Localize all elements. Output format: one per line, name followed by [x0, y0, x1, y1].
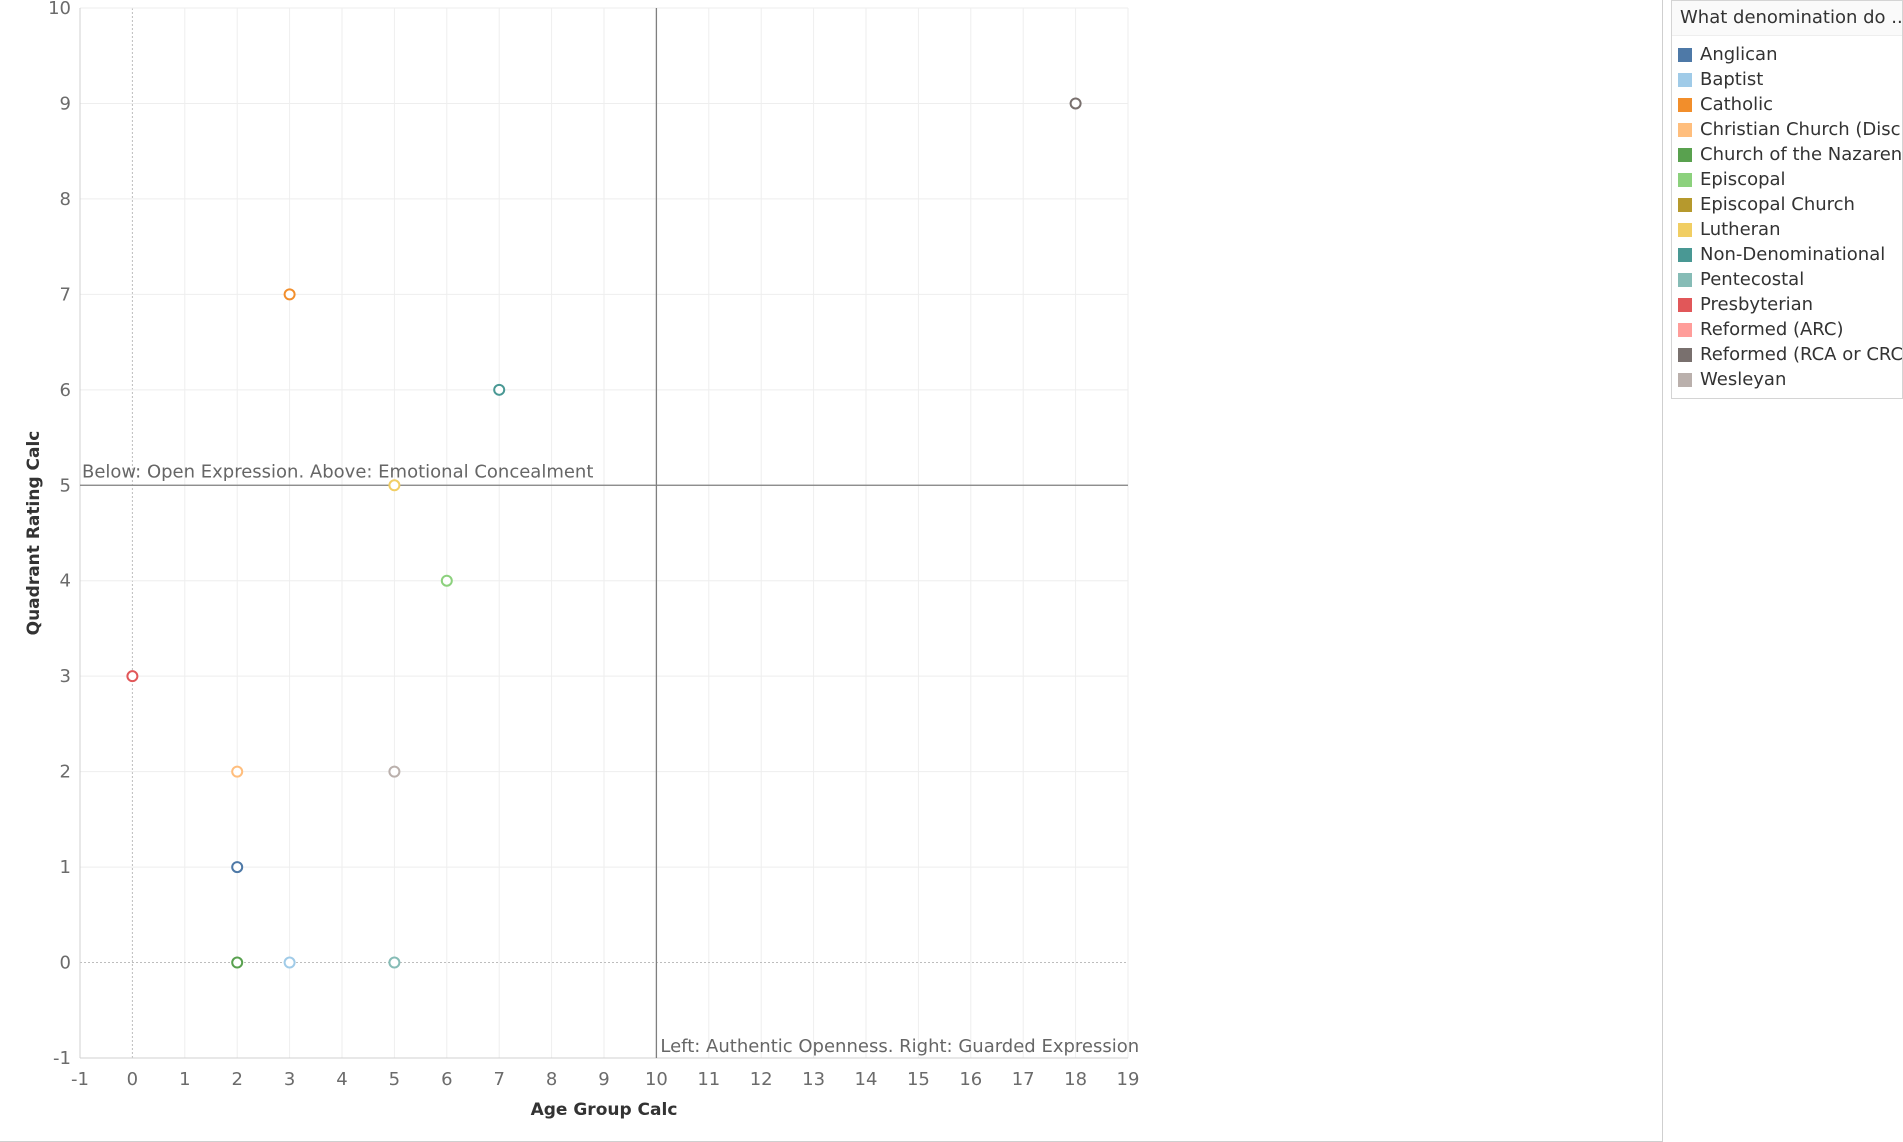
- x-tick-label: 12: [750, 1069, 773, 1090]
- y-tick-label: 7: [60, 284, 71, 305]
- legend-swatch: [1678, 297, 1692, 312]
- x-tick-label: 14: [855, 1069, 878, 1090]
- legend-swatch: [1678, 197, 1692, 212]
- legend-swatch: [1678, 122, 1692, 137]
- x-tick-label: 1: [179, 1069, 190, 1090]
- x-tick-label: 15: [907, 1069, 930, 1090]
- legend-item-label: Baptist: [1700, 69, 1764, 90]
- legend-item-label: Wesleyan: [1700, 369, 1787, 390]
- x-tick-label: 19: [1117, 1069, 1140, 1090]
- x-tick-label: 5: [389, 1069, 400, 1090]
- legend-item[interactable]: Anglican: [1672, 42, 1902, 67]
- y-tick-label: 8: [60, 189, 71, 210]
- color-legend[interactable]: What denomination do ... Anglican Baptist…: [1671, 0, 1903, 399]
- legend-item-label: Christian Church (Disc..: [1700, 119, 1902, 140]
- legend-swatch: [1678, 247, 1692, 262]
- y-tick-label: 9: [60, 93, 71, 114]
- data-point[interactable]: [388, 479, 401, 492]
- x-tick-label: 16: [959, 1069, 982, 1090]
- x-tick-label: 11: [697, 1069, 720, 1090]
- y-tick-label: 0: [60, 953, 71, 974]
- legend-swatch: [1678, 97, 1692, 112]
- x-tick-label: 17: [1012, 1069, 1035, 1090]
- legend-swatch: [1678, 72, 1692, 87]
- x-tick-label: 10: [645, 1069, 668, 1090]
- legend-item-label: Pentecostal: [1700, 269, 1805, 290]
- data-point[interactable]: [388, 956, 401, 969]
- x-tick-label: 18: [1064, 1069, 1087, 1090]
- legend-list: Anglican Baptist Catholic Christian Church …: [1672, 42, 1902, 392]
- x-tick-label: 8: [546, 1069, 557, 1090]
- y-tick-label: 3: [60, 666, 71, 687]
- x-tick-label: 0: [127, 1069, 138, 1090]
- data-point[interactable]: [283, 956, 296, 969]
- data-point[interactable]: [126, 670, 139, 683]
- legend-item-label: Presbyterian: [1700, 294, 1814, 315]
- legend-item[interactable]: Baptist: [1672, 67, 1902, 92]
- x-tick-label: 2: [231, 1069, 242, 1090]
- data-point[interactable]: [493, 383, 506, 396]
- reference-label-y: Below: Open Expression. Above: Emotional…: [82, 461, 593, 482]
- x-tick-label: 7: [493, 1069, 504, 1090]
- data-point[interactable]: [388, 765, 401, 778]
- legend-item[interactable]: Episcopal Church: [1672, 192, 1902, 217]
- y-tick-label: 2: [60, 762, 71, 783]
- legend-item[interactable]: Catholic: [1672, 92, 1902, 117]
- legend-item-label: Catholic: [1700, 94, 1773, 115]
- legend-item-label: Reformed (RCA or CRC): [1700, 344, 1902, 365]
- legend-swatch: [1678, 147, 1692, 162]
- y-tick-label: -1: [53, 1048, 71, 1069]
- legend-item-label: Lutheran: [1700, 219, 1781, 240]
- legend-swatch: [1678, 272, 1692, 287]
- legend-item[interactable]: Pentecostal: [1672, 267, 1902, 292]
- legend-item[interactable]: Christian Church (Disc..: [1672, 117, 1902, 142]
- legend-swatch: [1678, 347, 1692, 362]
- legend-swatch: [1678, 322, 1692, 337]
- scatter-chart: -1 0 1 2 3 4 5 6 7 8 9 10 11 12 13 14 15 16 17 18 19 -1 0 1 2 3 4 5…: [24, 0, 1140, 1120]
- view-border-right: [1662, 0, 1663, 1142]
- data-point[interactable]: [231, 861, 244, 874]
- legend-swatch: [1678, 372, 1692, 387]
- legend-swatch: [1678, 172, 1692, 187]
- x-tick-label: 6: [441, 1069, 452, 1090]
- legend-item[interactable]: Presbyterian: [1672, 292, 1902, 317]
- legend-item-label: Episcopal Church: [1700, 194, 1855, 215]
- data-point[interactable]: [1069, 97, 1082, 110]
- legend-item[interactable]: Wesleyan: [1672, 367, 1902, 392]
- x-tick-label: -1: [71, 1069, 89, 1090]
- legend-item[interactable]: Lutheran: [1672, 217, 1902, 242]
- chart-svg: -1 0 1 2 3 4 5 6 7 8 9 10 11 12 13 14 15 16 17 18 19-1012345…: [24, 0, 1140, 1120]
- legend-item[interactable]: Reformed (ARC): [1672, 317, 1902, 342]
- legend-item-label: Anglican: [1700, 44, 1778, 65]
- y-tick-label: 4: [60, 571, 71, 592]
- legend-item[interactable]: Episcopal: [1672, 167, 1902, 192]
- y-tick-label: 10: [48, 0, 71, 19]
- x-axis-title: Age Group Calc: [531, 1100, 678, 1120]
- legend-item-label: Non-Denominational: [1700, 244, 1886, 265]
- x-tick-label: 9: [598, 1069, 609, 1090]
- legend-swatch: [1678, 222, 1692, 237]
- reference-label-x: Left: Authentic Openness. Right: Guarded…: [660, 1036, 1139, 1057]
- x-tick-label: 13: [802, 1069, 825, 1090]
- x-tick-label: 3: [284, 1069, 295, 1090]
- y-tick-label: 1: [60, 857, 71, 878]
- legend-item[interactable]: Reformed (RCA or CRC): [1672, 342, 1902, 367]
- data-point[interactable]: [231, 956, 244, 969]
- y-axis-title: Quadrant Rating Calc: [24, 431, 44, 636]
- data-point[interactable]: [283, 288, 296, 301]
- y-tick-label: 6: [60, 380, 71, 401]
- legend-swatch: [1678, 47, 1692, 62]
- data-point[interactable]: [231, 765, 244, 778]
- x-tick-label: 4: [336, 1069, 347, 1090]
- legend-item-label: Church of the Nazarene: [1700, 144, 1902, 165]
- data-point[interactable]: [440, 574, 453, 587]
- legend-item-label: Episcopal: [1700, 169, 1786, 190]
- legend-item[interactable]: Non-Denominational: [1672, 242, 1902, 267]
- legend-item-label: Reformed (ARC): [1700, 319, 1844, 340]
- y-tick-label: 5: [60, 475, 71, 496]
- legend-title[interactable]: What denomination do ...: [1672, 1, 1902, 36]
- legend-item[interactable]: Church of the Nazarene: [1672, 142, 1902, 167]
